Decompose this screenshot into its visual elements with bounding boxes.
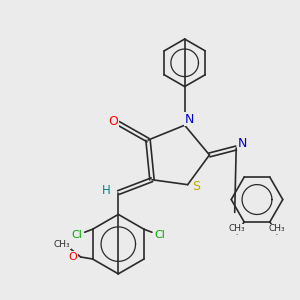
Text: O: O — [68, 252, 77, 262]
Text: CH₃: CH₃ — [229, 224, 245, 233]
Text: Cl: Cl — [71, 230, 82, 240]
Text: CH₃: CH₃ — [53, 240, 70, 249]
Text: H: H — [102, 184, 111, 197]
Text: CH₃: CH₃ — [268, 224, 285, 233]
Text: N: N — [185, 113, 194, 126]
Text: Cl: Cl — [154, 230, 165, 240]
Text: N: N — [238, 136, 247, 150]
Text: S: S — [193, 180, 201, 193]
Text: O: O — [108, 115, 118, 128]
